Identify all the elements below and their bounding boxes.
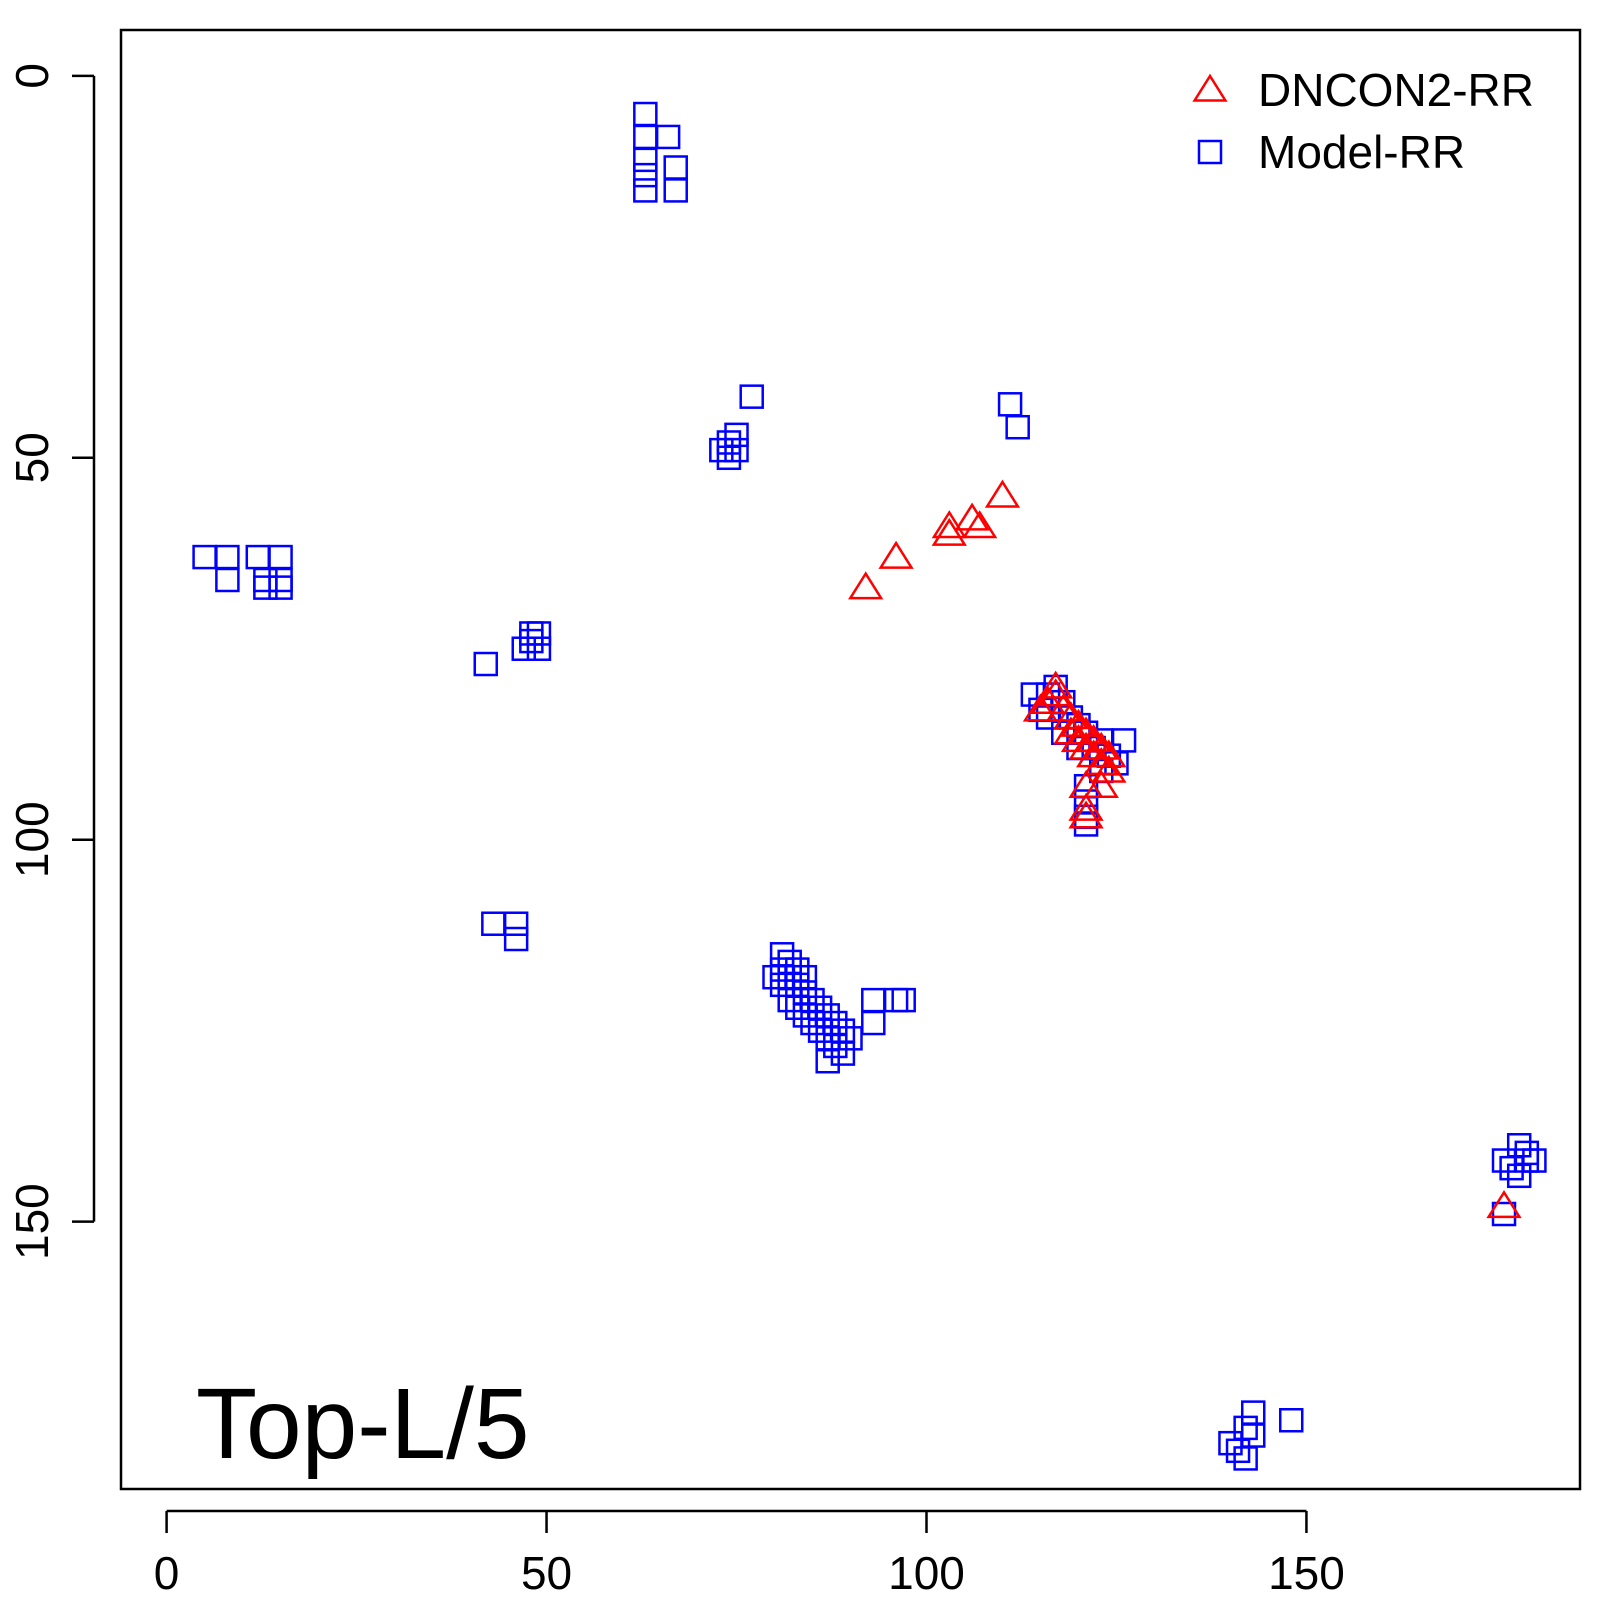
dncon2-rr-point [931, 510, 967, 539]
model-rr-point [815, 1048, 840, 1074]
legend-label: Model-RR [1258, 126, 1465, 178]
model-rr-point [526, 621, 552, 646]
model-rr-point [838, 1026, 863, 1051]
model-rr-point [526, 636, 552, 661]
dncon2-rr-point [1038, 670, 1074, 699]
dncon2-rr-point [1486, 1190, 1522, 1219]
dncon2-rr-point [1091, 754, 1127, 783]
data-points [192, 101, 1547, 1471]
x-axis: 0 50 100 150 [154, 1509, 1345, 1599]
dncon2-rr-point [878, 540, 914, 569]
model-rr-point [633, 162, 658, 188]
x-tick-label: 150 [1268, 1547, 1345, 1599]
model-rr-point [1233, 1446, 1258, 1471]
model-rr-point [1491, 1201, 1517, 1227]
x-tick-label: 100 [888, 1547, 965, 1599]
model-rr-point [1218, 1430, 1243, 1456]
dncon2-rr-point [848, 571, 884, 600]
model-rr-point [473, 651, 498, 677]
y-tick-label: 50 [6, 432, 58, 483]
y-axis: 0 50 100 150 [6, 63, 96, 1260]
model-rr-point [511, 636, 536, 661]
model-rr-point [663, 178, 688, 203]
model-rr-point [503, 911, 529, 936]
dncon2-rr-point [1083, 731, 1119, 760]
model-rr-point [1522, 1148, 1547, 1173]
model-rr-point [655, 124, 681, 150]
dncon2-rr-point [931, 517, 967, 546]
legend-square-icon [1197, 139, 1223, 165]
dncon2-rr-point [1060, 708, 1097, 737]
dncon2-rr-point [1030, 685, 1066, 714]
dncon2-rr-point [1076, 724, 1112, 753]
model-rr-point [519, 628, 544, 654]
y-tick-label: 150 [6, 1183, 58, 1260]
model-rr-point [709, 437, 734, 463]
model-rr-point [891, 987, 916, 1013]
legend-label: DNCON2-RR [1258, 64, 1534, 116]
model-rr-point [633, 147, 658, 173]
dncon2-rr-point [1083, 769, 1119, 798]
y-tick-label: 0 [6, 63, 58, 89]
model-rr-point [1278, 1408, 1304, 1433]
model-rr-point [823, 1033, 848, 1059]
model-rr-point [1225, 1438, 1251, 1464]
panel-annotation: Top-L/5 [196, 1368, 530, 1480]
plot-frame [119, 28, 1582, 1491]
model-rr-point [716, 445, 742, 471]
dncon2-rr-point [962, 510, 998, 539]
series-dncon2-rr [848, 479, 1522, 1219]
model-rr-point [503, 926, 529, 952]
dncon2-rr-point [1068, 800, 1104, 829]
dncon2-rr-point [1038, 678, 1074, 707]
dncon2-rr-point [1053, 701, 1089, 730]
model-rr-point [716, 430, 742, 455]
dncon2-rr-point [1068, 792, 1104, 821]
model-rr-point [1005, 414, 1030, 440]
model-rr-point [633, 178, 658, 203]
x-tick-label: 0 [154, 1547, 180, 1599]
model-rr-point [1506, 1163, 1532, 1189]
model-rr-point [724, 437, 749, 463]
y-tick-label: 100 [6, 801, 58, 878]
legend-triangle-icon [1192, 73, 1228, 102]
legend: DNCON2-RR Model-RR [1192, 64, 1534, 178]
x-tick-label: 50 [521, 1547, 572, 1599]
dncon2-rr-point [954, 502, 990, 531]
model-rr-point [1111, 728, 1137, 753]
model-rr-point [1073, 812, 1099, 837]
model-rr-point [215, 567, 240, 593]
dncon2-rr-point [1068, 716, 1104, 745]
model-rr-point [830, 1041, 856, 1066]
dncon2-rr-point [1022, 693, 1059, 722]
model-rr-point [861, 1010, 886, 1036]
dncon2-rr-point [1045, 693, 1081, 722]
model-rr-point [268, 575, 293, 600]
dncon2-rr-point [984, 479, 1021, 508]
model-rr-point [739, 384, 764, 409]
model-rr-point [253, 575, 278, 600]
dncon2-rr-point [1091, 739, 1127, 768]
